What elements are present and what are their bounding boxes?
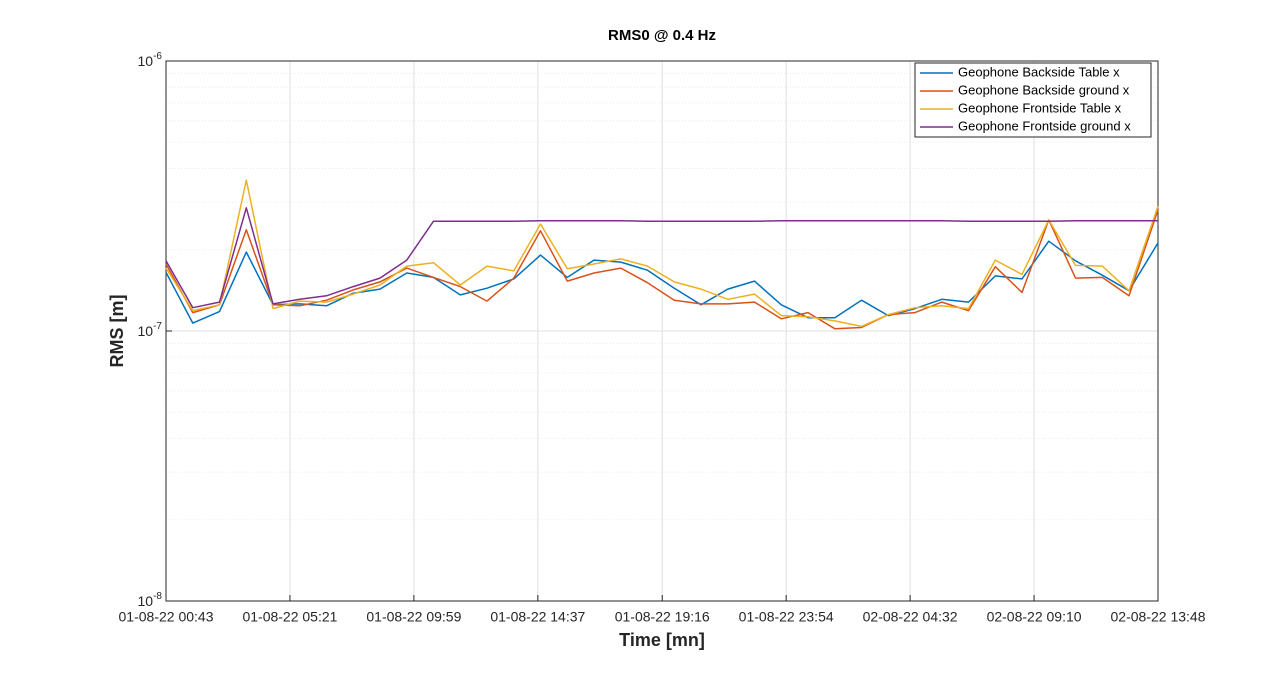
x-axis-label: Time [mn] [619, 630, 705, 650]
x-tick-label: 01-08-22 05:21 [242, 609, 337, 625]
legend-label: Geophone Frontside ground x [958, 118, 1131, 133]
y-tick-base: 10 [138, 53, 154, 69]
x-tick-label: 01-08-22 09:59 [366, 609, 461, 625]
series-line [165, 207, 1158, 309]
y-tick-base: 10 [138, 593, 154, 609]
y-tick-exponent: -7 [153, 321, 162, 332]
x-tick-label: 01-08-22 14:37 [490, 609, 585, 625]
x-tick-label: 02-08-22 04:32 [863, 609, 958, 625]
legend-label: Geophone Backside Table x [958, 64, 1120, 79]
y-axis-label: RMS [m] [107, 295, 127, 368]
x-tick-label: 01-08-22 23:54 [739, 609, 834, 625]
x-tick-label: 01-08-22 19:16 [615, 609, 710, 625]
chart-title: RMS0 @ 0.4 Hz [608, 27, 716, 44]
series-line [165, 179, 1159, 328]
y-tick-label: 10-6 [138, 51, 163, 69]
y-tick-exponent: -8 [153, 591, 162, 602]
plot-frame [165, 60, 1159, 602]
y-tick-base: 10 [138, 323, 154, 339]
legend-box [914, 62, 1152, 138]
x-tick-label: 02-08-22 09:10 [987, 609, 1082, 625]
x-tick-label: 01-08-22 00:43 [119, 609, 214, 625]
series-line [165, 240, 1159, 324]
legend-label: Geophone Frontside Table x [958, 100, 1122, 115]
y-tick-label: 10-7 [138, 321, 163, 339]
series-line [165, 209, 1159, 330]
y-tick-label: 10-8 [138, 591, 163, 609]
y-tick-exponent: -6 [153, 51, 162, 62]
legend-label: Geophone Backside ground x [958, 82, 1130, 97]
x-tick-label: 02-08-22 13:48 [1111, 609, 1206, 625]
